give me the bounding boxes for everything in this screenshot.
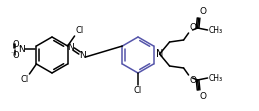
- Text: O: O: [200, 7, 207, 16]
- Text: O: O: [13, 51, 19, 59]
- Text: O: O: [190, 76, 197, 85]
- Text: Cl: Cl: [20, 75, 28, 84]
- Text: O: O: [13, 40, 19, 49]
- Text: Cl: Cl: [134, 86, 142, 95]
- Text: N: N: [156, 49, 163, 59]
- Text: CH₃: CH₃: [208, 73, 223, 82]
- Text: N: N: [79, 51, 86, 59]
- Text: ⁻: ⁻: [11, 52, 14, 57]
- Text: N: N: [18, 45, 24, 54]
- Text: ⁺: ⁺: [19, 46, 22, 51]
- Text: O: O: [200, 92, 207, 101]
- Text: O: O: [190, 23, 197, 32]
- Text: Cl: Cl: [76, 26, 84, 35]
- Text: N: N: [67, 43, 74, 52]
- Text: CH₃: CH₃: [208, 26, 223, 35]
